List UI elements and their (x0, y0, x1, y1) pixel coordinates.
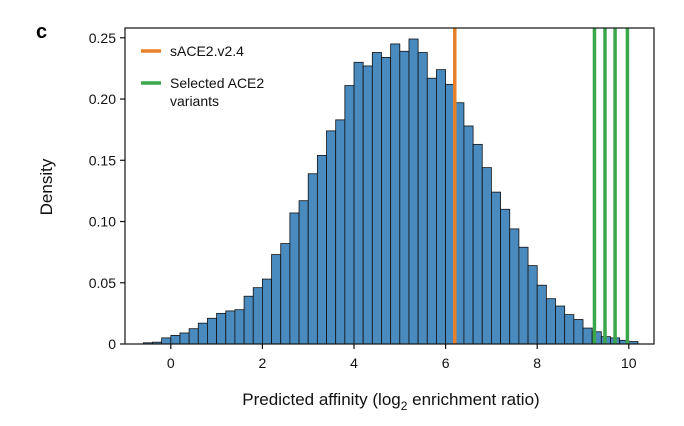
histogram-bar (271, 254, 282, 345)
legend: sACE2.v2.4 Selected ACE2 variants (141, 43, 264, 109)
x-axis-title-subscript: 2 (401, 399, 408, 413)
histogram-bar (344, 85, 355, 345)
histogram-bar (390, 43, 401, 345)
y-axis: 0 0.05 0.10 0.15 0.20 0.25 (89, 30, 125, 352)
y-tick-label: 0.20 (89, 91, 116, 107)
histogram-bar (353, 61, 364, 345)
histogram-bar (518, 246, 529, 345)
y-tick-label: 0.15 (89, 152, 116, 168)
x-axis-title-tail: enrichment ratio) (407, 390, 539, 409)
histogram-bar (188, 328, 199, 345)
histogram-bar (243, 295, 254, 345)
histogram-bar (362, 65, 373, 345)
histogram-bar (179, 332, 190, 345)
histogram-bar (216, 312, 227, 345)
x-tick-label: 0 (167, 355, 175, 371)
histogram-bar (326, 130, 337, 345)
histogram-bar (491, 191, 501, 345)
histogram-bar (170, 335, 181, 345)
x-tick-label: 6 (442, 355, 450, 371)
histogram-bar (481, 167, 492, 345)
x-axis-title-main: Predicted affinity (log (242, 390, 400, 409)
histogram-bar (582, 327, 593, 345)
reference-lines (453, 28, 630, 344)
y-tick-label: 0.05 (89, 275, 116, 291)
histogram-bar (371, 52, 382, 345)
histogram-bar (509, 228, 520, 345)
plot-frame (124, 27, 655, 345)
histogram-bar (555, 305, 566, 345)
x-axis-title: Predicted affinity (log2 enrichment rati… (242, 390, 539, 413)
histogram-bar (399, 50, 410, 345)
histogram-bar (436, 69, 447, 345)
x-tick-label: 4 (350, 355, 358, 371)
histogram-bar (545, 298, 556, 345)
histogram-bar (335, 119, 346, 345)
y-tick-label: 0.10 (89, 214, 116, 230)
histogram-bar (500, 208, 511, 345)
histogram-bar (472, 143, 483, 345)
histogram-bar (225, 310, 236, 345)
x-tick-label: 2 (259, 355, 267, 371)
y-axis-title: Density (37, 158, 56, 215)
histogram-bar (463, 125, 474, 345)
histogram-bars (142, 38, 639, 345)
histogram-bar (536, 284, 547, 345)
histogram-bar (527, 265, 538, 345)
histogram-bar (564, 314, 575, 345)
x-tick-label: 8 (533, 355, 541, 371)
histogram-bar (573, 319, 584, 345)
panel-letter: c (36, 21, 47, 43)
y-tick-label: 0.25 (89, 30, 116, 46)
y-tick-label: 0 (108, 336, 116, 352)
x-tick-label: 10 (621, 355, 637, 371)
histogram-bar (280, 243, 291, 345)
x-axis: 0 2 4 6 8 10 (167, 344, 637, 371)
histogram-bar (234, 309, 245, 345)
histogram-bar (161, 337, 172, 345)
histogram-bar (381, 56, 392, 345)
legend-label: Selected ACE2 variants (170, 75, 264, 109)
histogram-bar (197, 322, 208, 345)
histogram-bar (426, 77, 437, 345)
histogram-bar (252, 287, 263, 345)
legend-label: sACE2.v2.4 (170, 43, 244, 59)
histogram-bar (207, 317, 218, 345)
histogram-bar (298, 200, 309, 345)
histogram-bar (316, 154, 327, 345)
histogram-bar (262, 278, 272, 345)
histogram-bar (417, 52, 428, 345)
histogram-bar (408, 38, 419, 345)
histogram-bar (307, 173, 318, 345)
histogram-bar (289, 212, 300, 345)
